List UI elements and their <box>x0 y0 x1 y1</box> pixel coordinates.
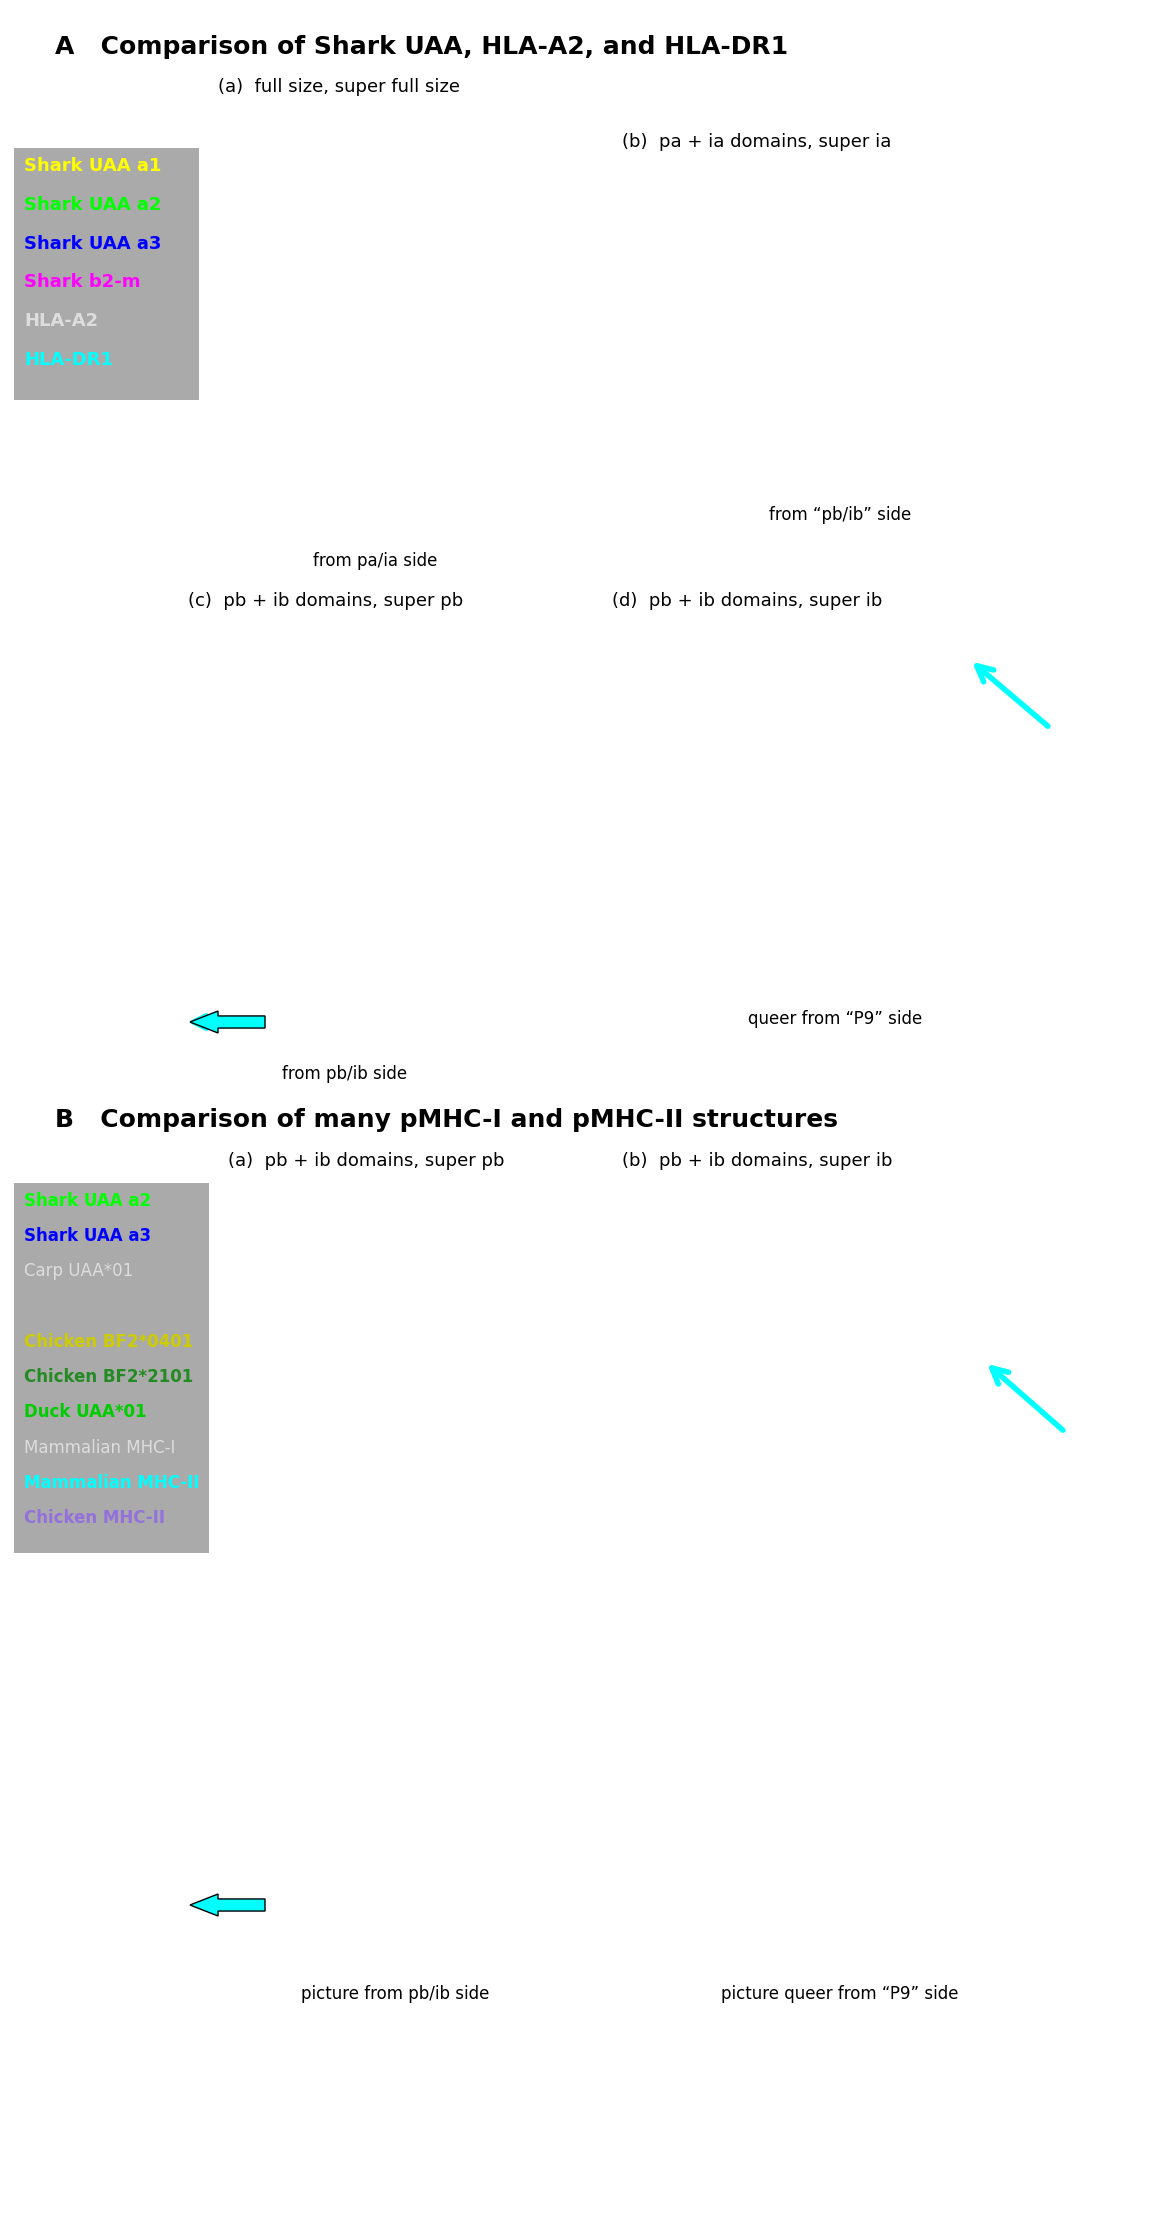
Text: (a)  full size, super full size: (a) full size, super full size <box>218 78 459 96</box>
Text: Chicken BF2*0401: Chicken BF2*0401 <box>23 1332 193 1350</box>
Text: (a)  pb + ib domains, super pb: (a) pb + ib domains, super pb <box>229 1152 504 1170</box>
Text: Frog UAA: Frog UAA <box>23 1299 100 1317</box>
Polygon shape <box>190 1895 265 1917</box>
Text: HLA-A2: HLA-A2 <box>23 311 98 329</box>
Text: Shark UAA a2: Shark UAA a2 <box>23 196 162 214</box>
Text: Shark b2-m: Shark b2-m <box>23 274 141 291</box>
Text: picture from pb/ib side: picture from pb/ib side <box>301 1986 489 2004</box>
Text: HLA-DR1: HLA-DR1 <box>23 351 113 369</box>
Text: Shark UAA a3: Shark UAA a3 <box>23 234 162 254</box>
Bar <box>14 149 199 400</box>
Text: Mammalian MHC-I: Mammalian MHC-I <box>23 1439 176 1457</box>
Text: from pa/ia side: from pa/ia side <box>313 552 437 569</box>
Text: (d)  pb + ib domains, super ib: (d) pb + ib domains, super ib <box>612 592 883 609</box>
Text: (c)  pb + ib domains, super pb: (c) pb + ib domains, super pb <box>188 592 463 609</box>
Text: Shark UAA a3: Shark UAA a3 <box>23 1228 151 1245</box>
Text: from pb/ib side: from pb/ib side <box>282 1065 408 1083</box>
Text: Shark UAA a2: Shark UAA a2 <box>23 1192 151 1210</box>
Text: queer from “P9” side: queer from “P9” side <box>748 1010 922 1027</box>
Polygon shape <box>190 1012 265 1032</box>
Text: Chicken MHC-II: Chicken MHC-II <box>23 1510 165 1528</box>
Bar <box>14 1183 209 1552</box>
Text: Chicken BF2*2101: Chicken BF2*2101 <box>23 1368 193 1386</box>
Text: Duck UAA*01: Duck UAA*01 <box>23 1403 146 1421</box>
Text: from “pb/ib” side: from “pb/ib” side <box>769 507 911 525</box>
Text: Mammalian MHC-II: Mammalian MHC-II <box>23 1475 199 1492</box>
Text: (b)  pa + ia domains, super ia: (b) pa + ia domains, super ia <box>622 133 892 151</box>
Text: B   Comparison of many pMHC-I and pMHC-II structures: B Comparison of many pMHC-I and pMHC-II … <box>55 1108 838 1132</box>
Text: (b)  pb + ib domains, super ib: (b) pb + ib domains, super ib <box>622 1152 893 1170</box>
Text: A   Comparison of Shark UAA, HLA-A2, and HLA-DR1: A Comparison of Shark UAA, HLA-A2, and H… <box>55 36 788 60</box>
Text: Carp UAA*01: Carp UAA*01 <box>23 1263 134 1281</box>
Text: picture queer from “P9” side: picture queer from “P9” side <box>721 1986 959 2004</box>
Text: Shark UAA a1: Shark UAA a1 <box>23 158 162 176</box>
